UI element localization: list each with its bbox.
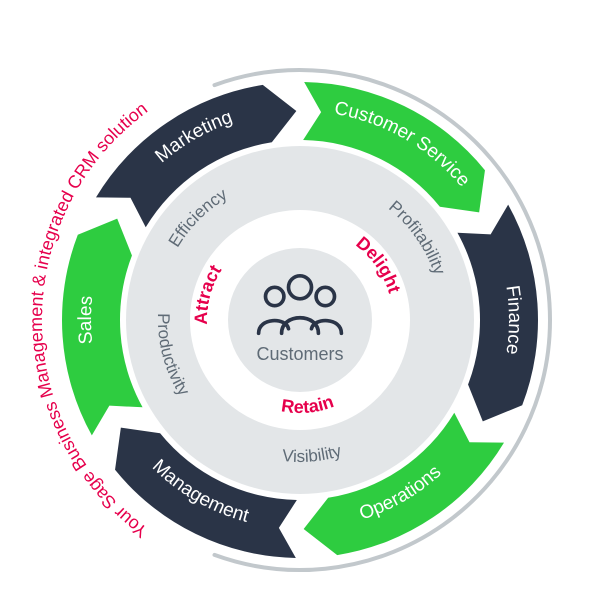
ring-label: Sales <box>75 295 97 345</box>
core-circle <box>228 248 372 392</box>
core-label: Customers <box>256 344 343 364</box>
crm-cycle-diagram: Your Sage Business Management & integrat… <box>0 0 600 600</box>
ring-label: Finance <box>501 284 525 356</box>
